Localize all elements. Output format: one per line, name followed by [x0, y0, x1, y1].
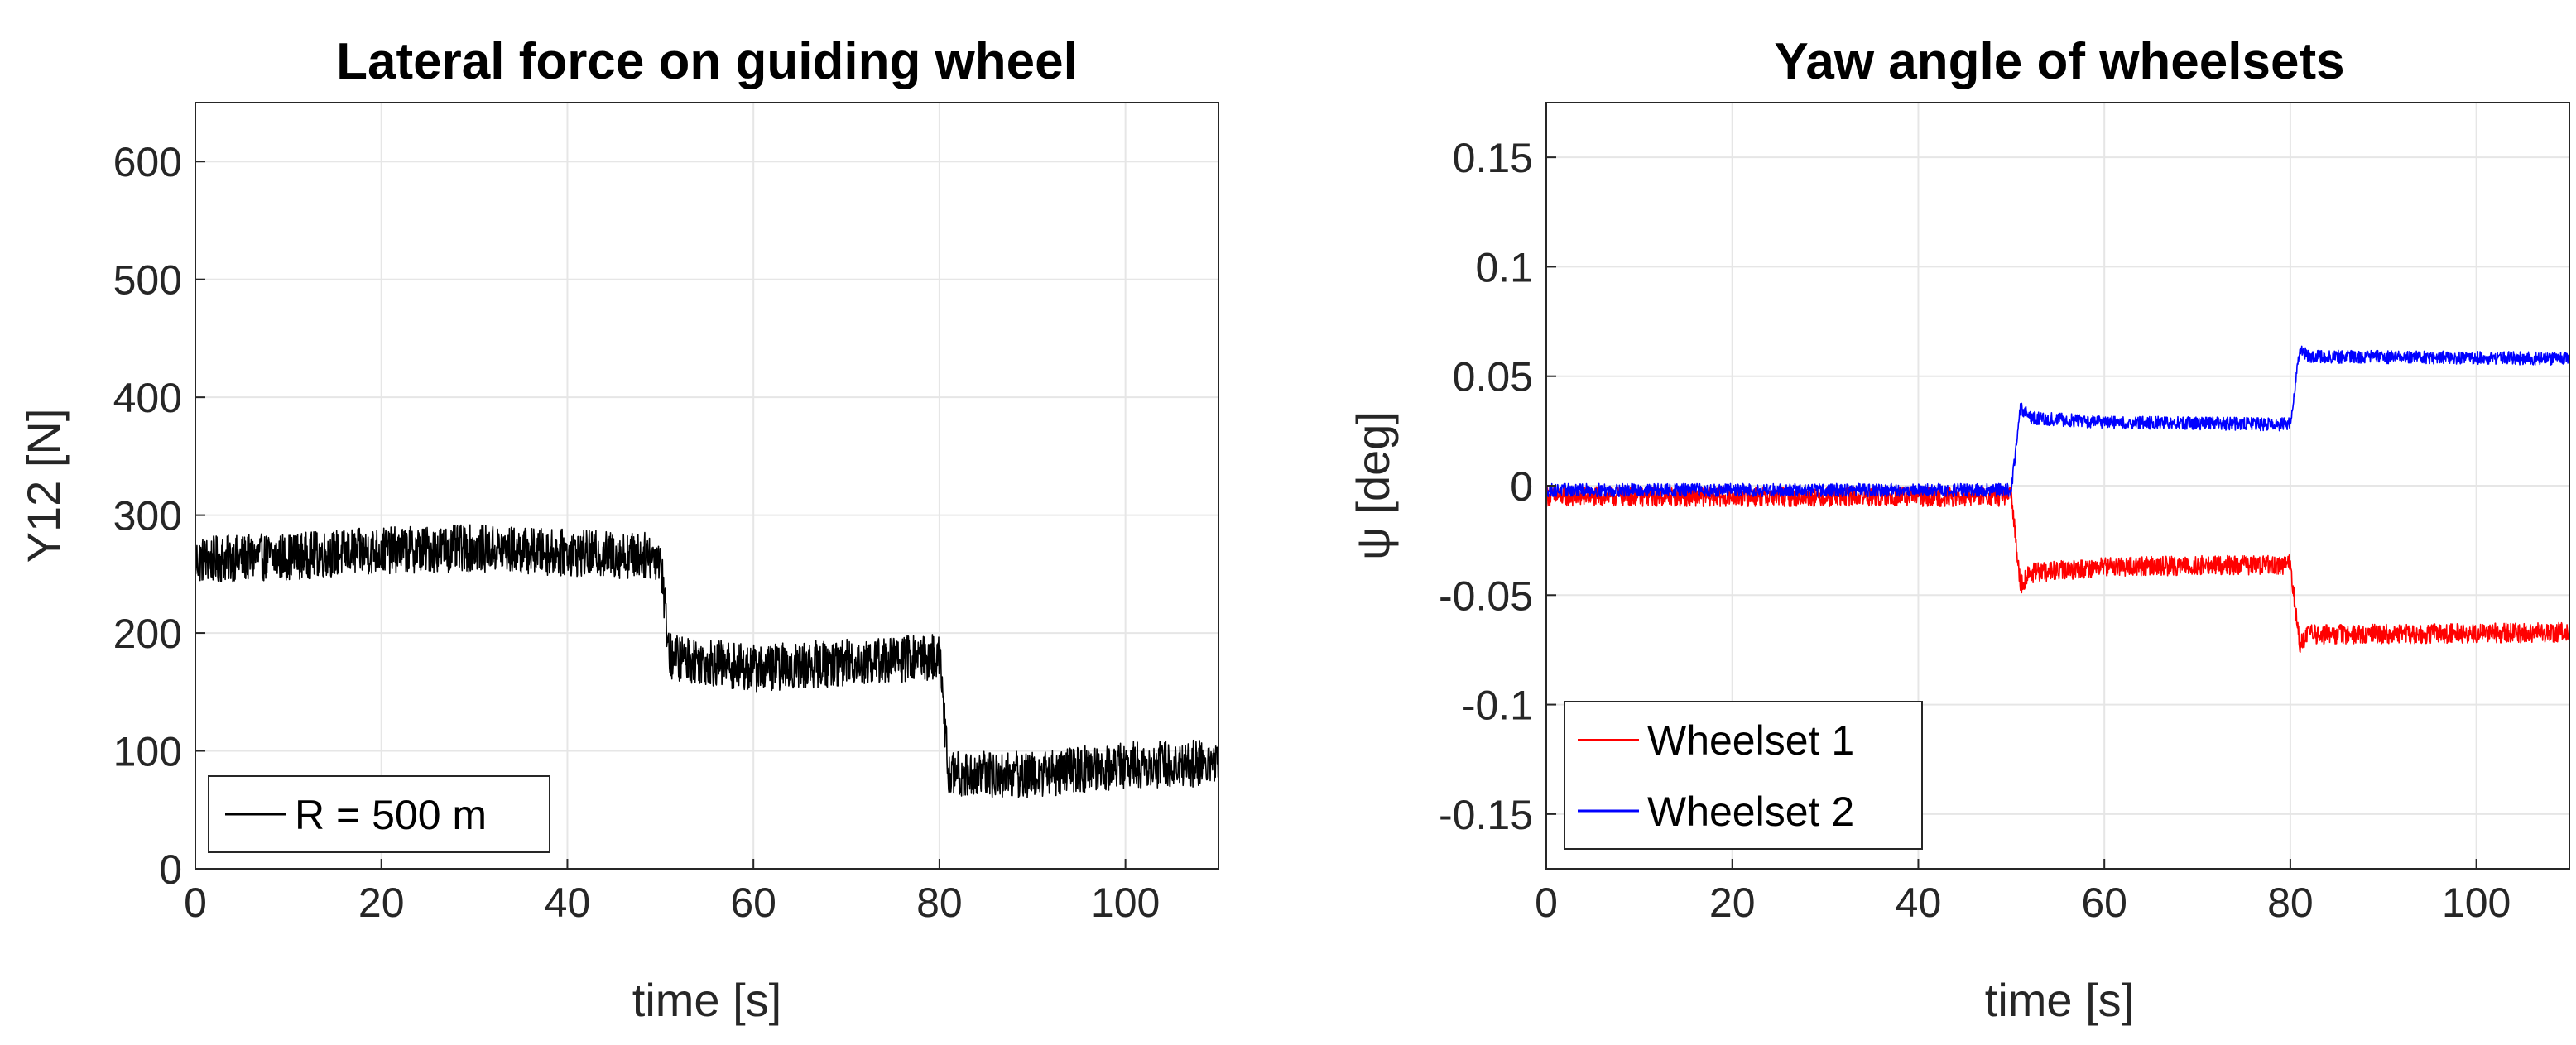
- x-tick-label: 40: [545, 880, 591, 926]
- y-tick-label: 300: [113, 493, 182, 539]
- legend-label-wheelset-2: Wheelset 2: [1647, 789, 1854, 835]
- y-tick-label: -0.05: [1439, 573, 1533, 619]
- y-tick-label: 100: [113, 729, 182, 775]
- legend-label-wheelset-1: Wheelset 1: [1647, 717, 1854, 764]
- x-tick-label: 100: [1091, 880, 1160, 926]
- x-tick-label: 80: [2267, 880, 2314, 926]
- legend: R = 500 m: [208, 775, 550, 853]
- legend-box: [1564, 701, 1923, 850]
- x-axis-label: time [s]: [1985, 974, 2134, 1026]
- y-tick-label: 400: [113, 375, 182, 421]
- y-tick-label: 0.05: [1453, 354, 1533, 400]
- series-area: [195, 524, 1219, 798]
- y-tick-label: 0: [1510, 463, 1533, 510]
- x-tick-label: 20: [358, 880, 405, 926]
- x-tick-label: 100: [2442, 880, 2511, 926]
- x-axis-ticks: 0 20 40 60 80 100: [184, 859, 1160, 926]
- y-tick-label: -0.1: [1462, 683, 1533, 729]
- legend-label-r500: R = 500 m: [295, 792, 487, 838]
- y-axis-label: ψ [deg]: [1347, 411, 1399, 560]
- x-tick-label: 60: [730, 880, 776, 926]
- y-tick-label: 0: [159, 846, 182, 893]
- y-tick-label: 500: [113, 257, 182, 304]
- y-tick-label: 200: [113, 611, 182, 657]
- chart-title: Yaw angle of wheelsets: [1774, 33, 2344, 90]
- x-tick-label: 0: [1535, 880, 1558, 926]
- yaw-angle-chart: Yaw angle of wheelsets 0 20 40 60 80 100 -0.1…: [1347, 33, 2570, 1026]
- y-tick-label: -0.15: [1439, 792, 1533, 838]
- x-tick-label: 0: [184, 880, 207, 926]
- plot-frame: [195, 102, 1219, 870]
- x-tick-label: 20: [1709, 880, 1756, 926]
- x-tick-label: 60: [2081, 880, 2127, 926]
- x-axis-label: time [s]: [632, 974, 781, 1026]
- x-tick-label: 40: [1896, 880, 1942, 926]
- y-axis-label: Y12 [N]: [17, 409, 70, 563]
- series-line-wheelset-1: [1545, 486, 2570, 654]
- y-axis-ticks: -0.15 -0.1 -0.05 0 0.05 0.1 0.15: [1439, 135, 1556, 838]
- y-tick-label: 0.1: [1475, 244, 1533, 290]
- series-line-r-500-m: [195, 524, 1219, 798]
- legend: Wheelset 1 Wheelset 2: [1564, 701, 1923, 850]
- lateral-force-chart: Lateral force on guiding wheel 0 20 40 60 80…: [17, 33, 1219, 1026]
- y-tick-label: 0.15: [1453, 135, 1533, 181]
- x-tick-label: 80: [916, 880, 963, 926]
- chart-title: Lateral force on guiding wheel: [336, 33, 1078, 90]
- y-tick-label: 600: [113, 139, 182, 185]
- series-line-wheelset-2: [1545, 345, 2570, 497]
- series-area: [1545, 345, 2570, 654]
- x-axis-ticks: 0 20 40 60 80 100: [1535, 859, 2511, 926]
- y-axis-ticks: 0 100 200 300 400 500 600: [113, 139, 205, 893]
